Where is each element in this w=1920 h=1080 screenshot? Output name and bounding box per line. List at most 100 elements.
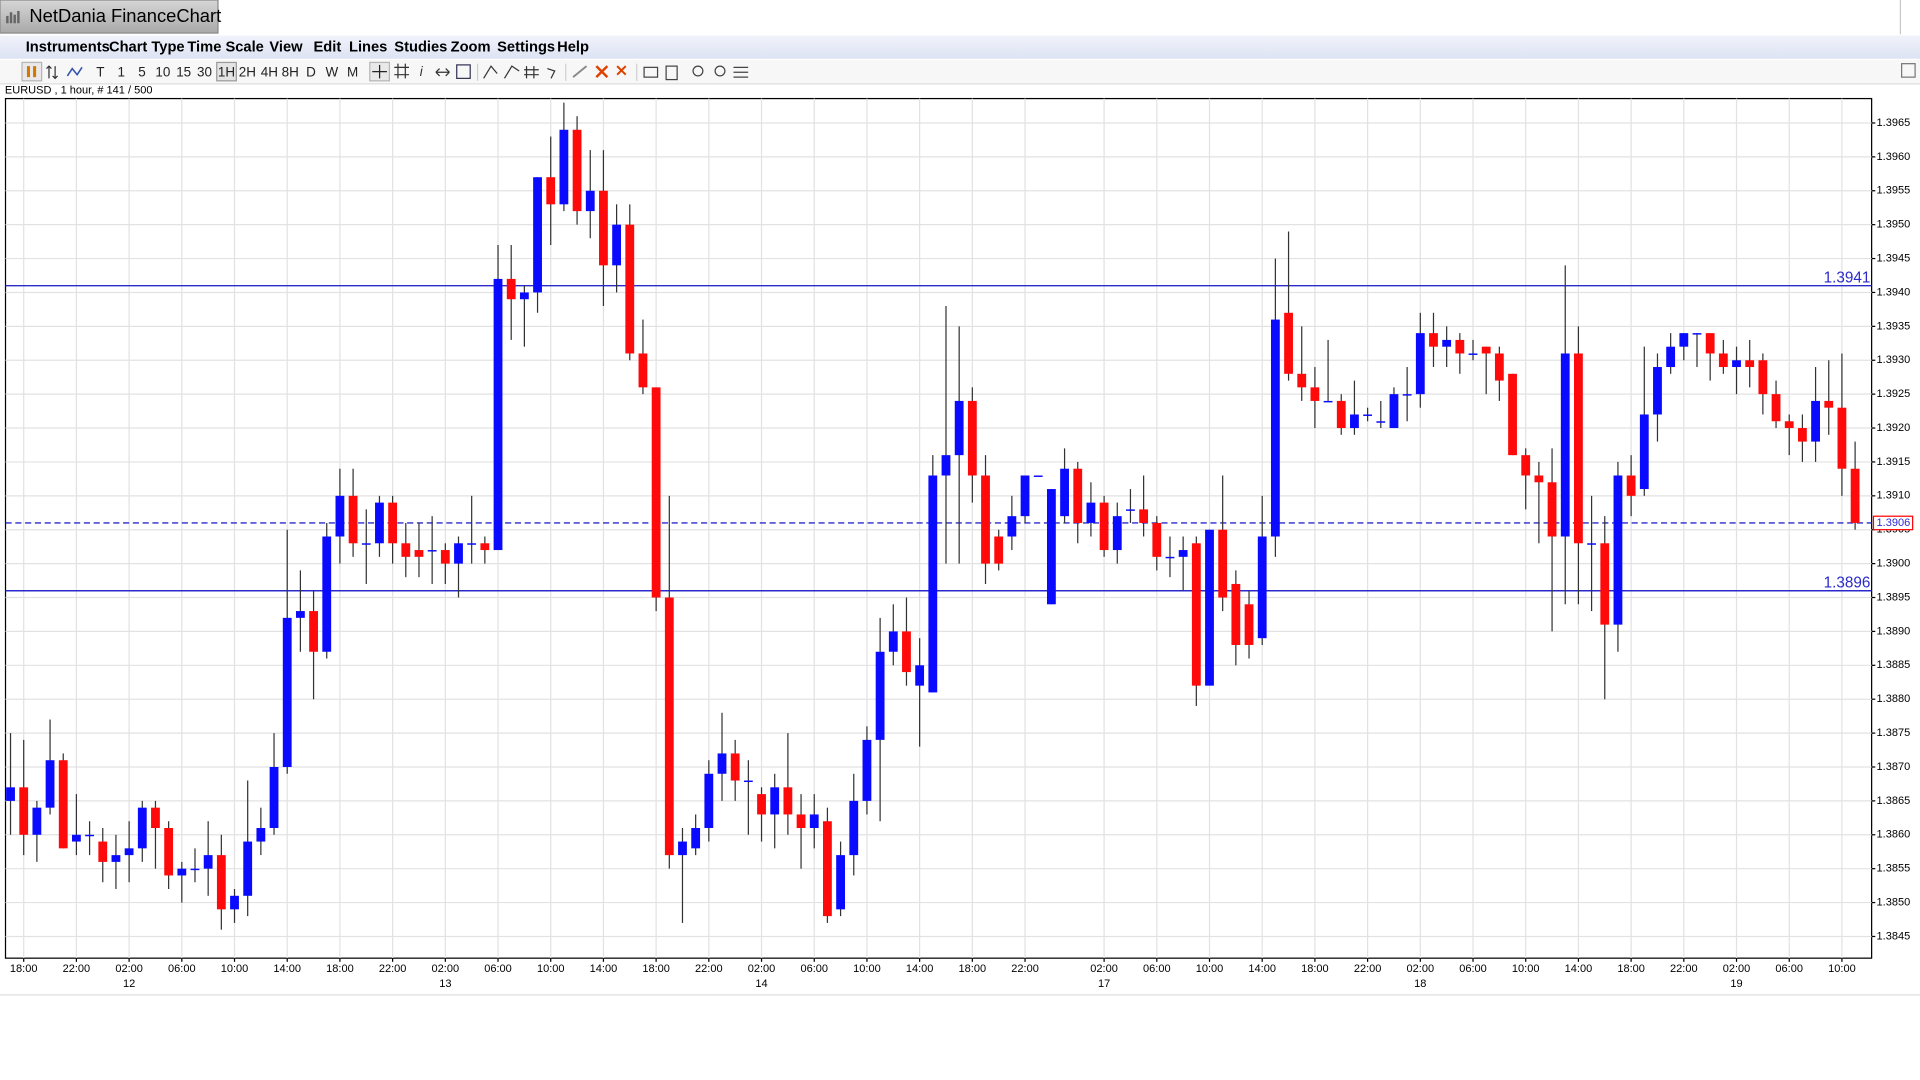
candle-body bbox=[1679, 333, 1689, 347]
candle-body bbox=[1784, 421, 1794, 429]
menu-item[interactable]: Edit bbox=[313, 40, 341, 56]
y-tick-label: 1.3855 bbox=[1877, 863, 1911, 875]
channel-button[interactable] bbox=[503, 65, 520, 79]
candle-body bbox=[1178, 550, 1188, 557]
timeframe-button[interactable]: 15 bbox=[176, 64, 191, 79]
timeframe-button[interactable]: W bbox=[325, 64, 338, 79]
candle-body bbox=[1297, 373, 1307, 388]
delete-all-button[interactable] bbox=[616, 65, 627, 76]
timeframe-button[interactable]: 2H bbox=[239, 64, 256, 79]
menu-item[interactable]: Studies bbox=[394, 40, 447, 56]
pen-button[interactable] bbox=[572, 65, 588, 78]
timeframe-button[interactable]: D bbox=[306, 64, 316, 79]
candle-body bbox=[1363, 414, 1373, 416]
menu-item[interactable]: Time Scale bbox=[187, 40, 263, 56]
candle-body bbox=[1415, 333, 1425, 395]
preview-button[interactable] bbox=[665, 65, 678, 81]
candle-body bbox=[678, 841, 687, 856]
timeframe-button[interactable]: 30 bbox=[197, 64, 212, 79]
price-lines: 1.3941 1.3896 bbox=[5, 269, 1872, 592]
candle-body bbox=[888, 631, 898, 652]
corner-button[interactable] bbox=[1901, 63, 1916, 78]
volume-button[interactable] bbox=[456, 64, 471, 79]
candle-body bbox=[1099, 502, 1109, 551]
candle-body bbox=[230, 895, 239, 910]
fit-button[interactable] bbox=[733, 66, 749, 78]
candle-body bbox=[1284, 312, 1293, 374]
menu-item[interactable]: Help bbox=[557, 40, 589, 56]
print-button[interactable] bbox=[643, 66, 659, 78]
candle-body bbox=[1310, 387, 1320, 401]
sort-button[interactable] bbox=[46, 65, 58, 80]
y-tick-label: 1.3850 bbox=[1877, 896, 1911, 908]
x-tick-label: 14:00 bbox=[590, 963, 618, 975]
candle-body bbox=[1468, 353, 1478, 355]
y-tick-label: 1.3895 bbox=[1877, 591, 1911, 603]
x-tick-label: 06:00 bbox=[1775, 963, 1803, 975]
candle-body bbox=[427, 550, 437, 552]
zoom-out-button[interactable] bbox=[714, 65, 726, 77]
timeframe-button[interactable]: 8H bbox=[282, 64, 299, 79]
candle-body bbox=[519, 292, 529, 300]
x-tick-label: 14:00 bbox=[1565, 963, 1593, 975]
menu-item[interactable]: Zoom bbox=[451, 40, 491, 56]
candle-body bbox=[1350, 414, 1359, 429]
menu-item[interactable]: Lines bbox=[349, 40, 387, 56]
y-tick-label: 1.3880 bbox=[1877, 693, 1911, 705]
timeframe-button[interactable]: 1 bbox=[117, 64, 124, 79]
line-chart-button[interactable] bbox=[66, 66, 83, 77]
candle-body bbox=[124, 848, 134, 856]
candle-body bbox=[322, 536, 332, 652]
candle-body bbox=[1165, 556, 1175, 559]
title-strip bbox=[0, 0, 1920, 36]
pause-button[interactable] bbox=[21, 61, 43, 82]
candle-body bbox=[1205, 529, 1214, 686]
x-tick-label: 14:00 bbox=[1248, 963, 1276, 975]
menu-item[interactable]: Settings bbox=[497, 40, 555, 56]
menu-item[interactable]: Chart Type bbox=[109, 40, 185, 56]
candle-body bbox=[1481, 346, 1491, 354]
info-button[interactable]: i bbox=[420, 64, 424, 79]
y-tick-label: 1.3890 bbox=[1877, 625, 1911, 637]
candle-body bbox=[295, 611, 305, 618]
candle-body bbox=[533, 177, 542, 293]
timeframe-button[interactable]: T bbox=[96, 64, 104, 79]
timeframe-button[interactable]: 1H bbox=[218, 64, 235, 79]
y-tick-label: 1.3930 bbox=[1877, 354, 1911, 366]
trend-button[interactable] bbox=[483, 65, 498, 79]
grid-button[interactable] bbox=[394, 63, 409, 79]
candle-body bbox=[1824, 400, 1834, 408]
candle-body bbox=[1336, 400, 1346, 429]
candle-body bbox=[862, 739, 872, 801]
delete-button[interactable] bbox=[595, 65, 609, 79]
candle-body bbox=[559, 129, 569, 205]
x-tick-label: 06:00 bbox=[1143, 963, 1171, 975]
candle-body bbox=[1020, 475, 1030, 517]
crosshair-button[interactable] bbox=[369, 61, 391, 82]
timeframe-button[interactable]: 4H bbox=[261, 64, 278, 79]
candle-body bbox=[1653, 367, 1662, 415]
candle-body bbox=[348, 495, 358, 544]
zoom-in-button[interactable] bbox=[692, 65, 704, 77]
x-tick-label: 10:00 bbox=[221, 963, 249, 975]
menu-item[interactable]: Instruments bbox=[26, 40, 110, 56]
timeframe-button[interactable]: 10 bbox=[155, 64, 170, 79]
x-tick-label: 22:00 bbox=[63, 963, 91, 975]
timeframe-button[interactable]: 5 bbox=[138, 64, 145, 79]
candle-body bbox=[493, 278, 503, 551]
menu-item[interactable]: View bbox=[269, 40, 303, 56]
candle-body bbox=[1666, 346, 1676, 368]
y-tick-label: 1.3900 bbox=[1877, 558, 1911, 570]
y-tick-label: 1.3925 bbox=[1877, 388, 1911, 400]
arrow-button[interactable] bbox=[547, 67, 556, 79]
candle-body bbox=[177, 868, 187, 876]
fib-button[interactable] bbox=[524, 66, 539, 79]
x-date-label: 18 bbox=[1414, 978, 1426, 990]
candle-body bbox=[111, 855, 121, 862]
x-tick-label: 22:00 bbox=[1354, 963, 1382, 975]
timeframe-button[interactable]: M bbox=[347, 64, 358, 79]
pan-button[interactable] bbox=[435, 68, 450, 77]
candle-body bbox=[1850, 468, 1860, 523]
candles bbox=[6, 102, 1860, 930]
candle-body bbox=[32, 807, 42, 835]
